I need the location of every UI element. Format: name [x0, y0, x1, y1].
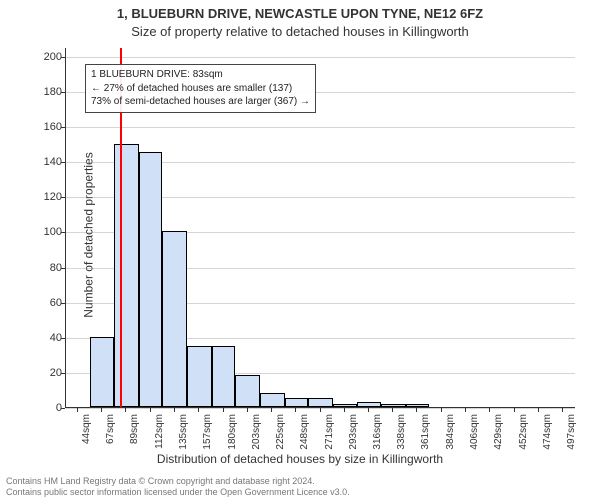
y-tick-label: 140 — [40, 156, 62, 168]
x-tick-mark — [295, 408, 296, 412]
histogram-bar — [139, 152, 163, 407]
y-tick-mark — [61, 162, 65, 163]
x-tick-mark — [320, 408, 321, 412]
x-tick-label: 203sqm — [251, 414, 262, 454]
x-tick-label: 67sqm — [105, 414, 116, 454]
y-tick-label: 20 — [40, 367, 62, 379]
x-tick-label: 474sqm — [542, 414, 553, 454]
footer-line-2: Contains public sector information licen… — [6, 487, 594, 498]
y-tick-label: 40 — [40, 332, 62, 344]
x-tick-mark — [125, 408, 126, 412]
chart-title-2: Size of property relative to detached ho… — [0, 24, 600, 39]
y-tick-mark — [61, 338, 65, 339]
x-tick-label: 384sqm — [445, 414, 456, 454]
x-tick-label: 180sqm — [227, 414, 238, 454]
histogram-bar — [162, 231, 187, 407]
x-tick-mark — [150, 408, 151, 412]
histogram-bar — [90, 337, 115, 407]
y-tick-label: 180 — [40, 86, 62, 98]
gridline — [66, 57, 575, 58]
x-tick-mark — [368, 408, 369, 412]
x-tick-mark — [174, 408, 175, 412]
x-tick-label: 112sqm — [154, 414, 165, 454]
y-tick-label: 100 — [40, 226, 62, 238]
x-tick-mark — [77, 408, 78, 412]
x-tick-mark — [538, 408, 539, 412]
annotation-line: 73% of semi-detached houses are larger (… — [91, 95, 310, 109]
y-tick-label: 60 — [40, 297, 62, 309]
x-tick-mark — [247, 408, 248, 412]
x-tick-mark — [198, 408, 199, 412]
x-tick-label: 406sqm — [469, 414, 480, 454]
x-tick-mark — [562, 408, 563, 412]
y-tick-label: 80 — [40, 262, 62, 274]
x-tick-label: 157sqm — [202, 414, 213, 454]
y-tick-label: 120 — [40, 191, 62, 203]
chart-title-1: 1, BLUEBURN DRIVE, NEWCASTLE UPON TYNE, … — [0, 6, 600, 21]
x-axis-label: Distribution of detached houses by size … — [0, 452, 600, 466]
x-tick-label: 225sqm — [275, 414, 286, 454]
y-tick-mark — [61, 197, 65, 198]
x-tick-mark — [441, 408, 442, 412]
y-tick-mark — [61, 232, 65, 233]
x-tick-mark — [489, 408, 490, 412]
annotation-line: 1 BLUEBURN DRIVE: 83sqm — [91, 68, 310, 82]
x-tick-mark — [101, 408, 102, 412]
x-tick-mark — [223, 408, 224, 412]
x-tick-label: 338sqm — [396, 414, 407, 454]
y-tick-label: 0 — [40, 402, 62, 414]
y-tick-label: 160 — [40, 121, 62, 133]
histogram-bar — [260, 393, 285, 407]
annotation-box: 1 BLUEBURN DRIVE: 83sqm← 27% of detached… — [85, 64, 316, 113]
x-tick-label: 452sqm — [518, 414, 529, 454]
histogram-bar — [187, 346, 212, 407]
histogram-bar — [235, 375, 260, 407]
histogram-bar — [333, 404, 358, 408]
x-tick-label: 248sqm — [299, 414, 310, 454]
histogram-bar — [308, 398, 333, 407]
x-tick-label: 271sqm — [324, 414, 335, 454]
chart-container: 1, BLUEBURN DRIVE, NEWCASTLE UPON TYNE, … — [0, 0, 600, 500]
x-tick-label: 44sqm — [81, 414, 92, 454]
x-tick-mark — [344, 408, 345, 412]
y-tick-mark — [61, 57, 65, 58]
x-tick-label: 316sqm — [372, 414, 383, 454]
x-tick-label: 135sqm — [178, 414, 189, 454]
histogram-bar — [406, 404, 430, 408]
histogram-bar — [381, 404, 406, 408]
x-tick-label: 293sqm — [348, 414, 359, 454]
x-tick-label: 429sqm — [493, 414, 504, 454]
x-tick-mark — [465, 408, 466, 412]
y-tick-mark — [61, 268, 65, 269]
footer-line-1: Contains HM Land Registry data © Crown c… — [6, 476, 594, 487]
x-tick-label: 361sqm — [420, 414, 431, 454]
y-tick-mark — [61, 127, 65, 128]
histogram-bar — [285, 398, 309, 407]
x-tick-mark — [271, 408, 272, 412]
x-tick-mark — [514, 408, 515, 412]
x-tick-mark — [392, 408, 393, 412]
y-tick-mark — [61, 373, 65, 374]
x-tick-label: 89sqm — [129, 414, 140, 454]
y-tick-mark — [61, 92, 65, 93]
y-tick-mark — [61, 408, 65, 409]
annotation-line: ← 27% of detached houses are smaller (13… — [91, 82, 310, 96]
histogram-bar — [357, 402, 381, 407]
y-tick-label: 200 — [40, 51, 62, 63]
footer-attribution: Contains HM Land Registry data © Crown c… — [6, 476, 594, 499]
histogram-bar — [212, 346, 236, 407]
x-tick-mark — [416, 408, 417, 412]
histogram-bar — [114, 144, 139, 407]
x-tick-label: 497sqm — [566, 414, 577, 454]
y-tick-mark — [61, 303, 65, 304]
gridline — [66, 127, 575, 128]
